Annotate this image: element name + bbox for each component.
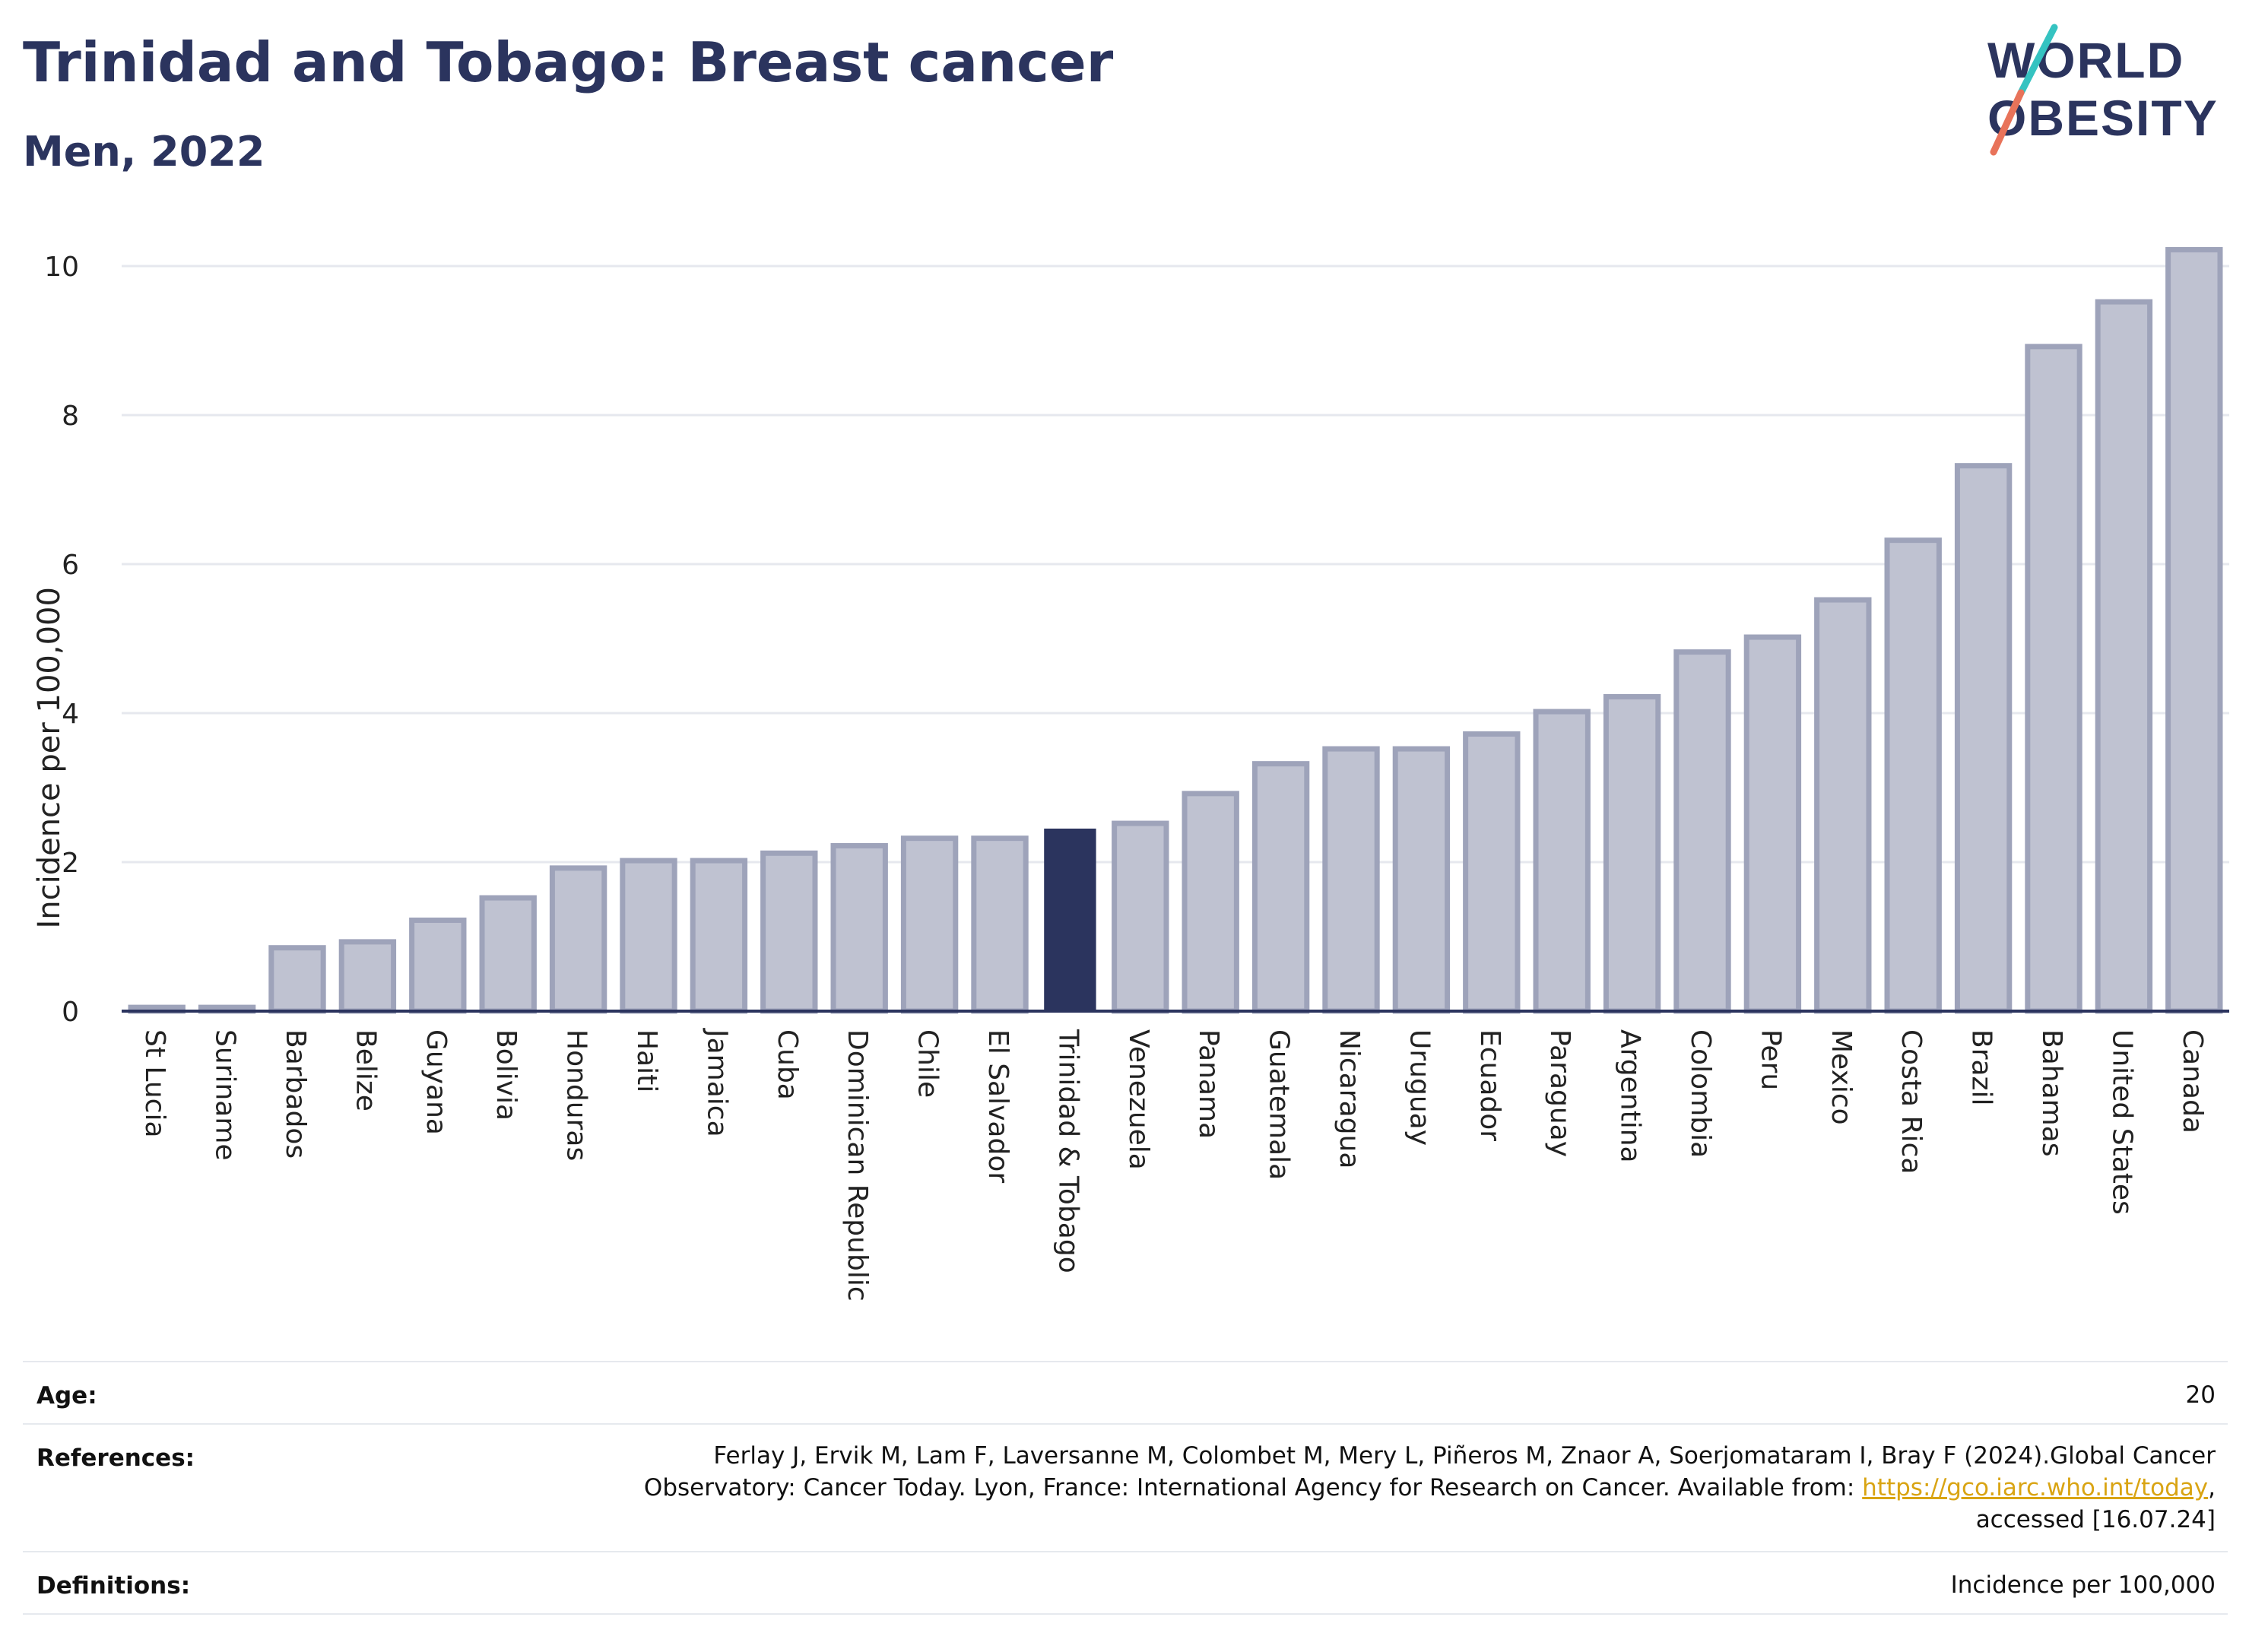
bar: [1322, 746, 1380, 1014]
bar: [549, 865, 607, 1014]
bar: [760, 850, 818, 1014]
bar: [690, 858, 748, 1014]
x-tick-label: Colombia: [1685, 1029, 1716, 1158]
x-tick-label: Dominican Republic: [842, 1029, 873, 1302]
x-tick-label: Canada: [2177, 1029, 2208, 1134]
x-tick-label: Cuba: [772, 1029, 803, 1100]
bar: [1533, 709, 1591, 1014]
references-value: Ferlay J, Ervik M, Lam F, Laversanne M, …: [644, 1440, 2216, 1536]
bar: [409, 917, 467, 1014]
x-tick-label: Trinidad & Tobago: [1052, 1029, 1083, 1273]
y-tick-label: 8: [62, 401, 79, 432]
x-tick-label: Bolivia: [490, 1029, 522, 1121]
age-label: Age:: [36, 1382, 97, 1409]
bar: [479, 895, 537, 1014]
x-tick-label: Ecuador: [1474, 1029, 1505, 1141]
bar: [1954, 463, 2013, 1014]
x-tick-label: Costa Rica: [1895, 1029, 1927, 1174]
bar: [971, 836, 1029, 1014]
definitions-label: Definitions:: [36, 1572, 191, 1600]
svg-text:OBESITY: OBESITY: [1987, 90, 2219, 146]
x-tick-label: Bahamas: [2036, 1029, 2067, 1157]
bar: [620, 858, 677, 1014]
bar: [1603, 693, 1661, 1014]
x-tick-label: Barbados: [280, 1029, 311, 1159]
references-label: References:: [36, 1444, 195, 1472]
x-tick-label: Haiti: [631, 1029, 662, 1092]
x-tick-label: Paraguay: [1544, 1029, 1575, 1157]
x-tick-label: Peru: [1755, 1029, 1786, 1090]
bar: [1884, 537, 1942, 1014]
y-tick-label: 0: [62, 997, 79, 1028]
x-tick-label: Chile: [912, 1029, 944, 1098]
bar-chart: 0 2 4 6 8 10 Incidence per 100,000 St Lucia Suri…: [32, 246, 2229, 1302]
y-tick-label: 4: [62, 699, 79, 730]
y-axis-label: Incidence per 100,000: [32, 587, 67, 929]
references-line-2: Observatory: Cancer Today. Lyon, France:…: [643, 1474, 2216, 1501]
bar: [1463, 731, 1521, 1014]
x-tick-label: United States: [2106, 1029, 2137, 1215]
y-tick-label: 2: [62, 848, 79, 879]
age-value: 20: [2185, 1381, 2216, 1409]
y-tick-label: 6: [62, 550, 79, 581]
svg-text:WORLD: WORLD: [1987, 32, 2184, 88]
metadata-table: Age: 20 References: Ferlay J, Ervik M, L…: [23, 1361, 2228, 1615]
bar: [1392, 746, 1451, 1014]
bar: [1251, 761, 1310, 1014]
x-tick-label: St Lucia: [139, 1029, 170, 1138]
bar: [1044, 828, 1096, 1011]
bar: [1112, 820, 1169, 1014]
definitions-value: Incidence per 100,000: [1950, 1571, 2216, 1599]
x-tick-label: Mexico: [1826, 1029, 1857, 1125]
bar: [2165, 246, 2223, 1014]
y-tick-label: 10: [44, 252, 79, 283]
page-subtitle: Men, 2022: [23, 128, 265, 176]
x-tick-label: Belize: [350, 1029, 381, 1111]
x-tick-label: Panama: [1193, 1029, 1224, 1139]
bar: [830, 842, 888, 1014]
bar: [900, 836, 959, 1014]
x-tick-label: Guatemala: [1264, 1029, 1295, 1180]
references-line-3: accessed [16.07.24]: [1975, 1506, 2216, 1533]
bar: [1814, 597, 1872, 1014]
x-tick-label: Jamaica: [701, 1028, 732, 1137]
bar: [1673, 649, 1731, 1014]
x-tick-label: El Salvador: [982, 1029, 1013, 1183]
bar: [2025, 344, 2082, 1014]
bar: [338, 939, 397, 1014]
x-tick-label: Brazil: [1966, 1029, 1997, 1105]
references-line-1: Ferlay J, Ervik M, Lam F, Laversanne M, …: [713, 1442, 2216, 1470]
x-tick-label: Honduras: [561, 1029, 592, 1161]
x-tick-label: Nicaragua: [1334, 1029, 1365, 1168]
references-link[interactable]: https://gco.iarc.who.int/today: [1862, 1474, 2209, 1501]
x-tick-label: Venezuela: [1123, 1029, 1154, 1170]
x-tick-label: Uruguay: [1404, 1029, 1435, 1146]
page-title: Trinidad and Tobago: Breast cancer: [23, 30, 1114, 94]
bar: [2095, 299, 2153, 1014]
world-obesity-logo: WORLD OBESITY: [1987, 24, 2219, 156]
x-tick-label: Guyana: [420, 1029, 452, 1135]
references-row: References: Ferlay J, Ervik M, Lam F, La…: [23, 1423, 2228, 1552]
x-tick-label: Suriname: [210, 1029, 241, 1161]
x-tick-label: Argentina: [1615, 1029, 1646, 1163]
bar: [1182, 791, 1239, 1014]
bar: [1743, 634, 1802, 1014]
age-row: Age: 20: [23, 1361, 2228, 1425]
bar: [268, 945, 326, 1014]
definitions-row: Definitions: Incidence per 100,000: [23, 1551, 2228, 1615]
